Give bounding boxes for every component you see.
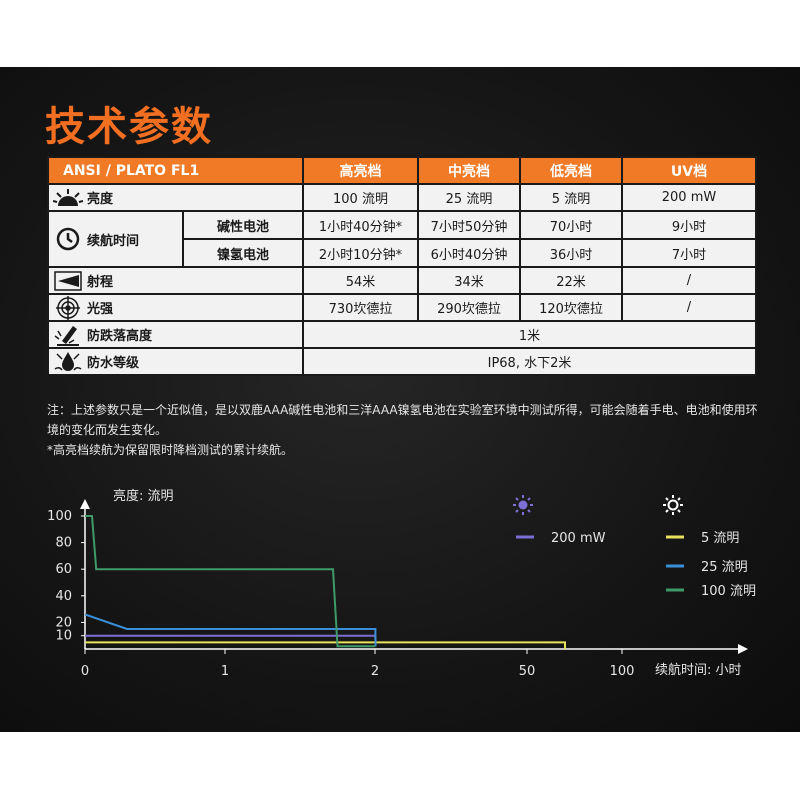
y-tick-label: 40 [55,589,72,604]
row-label-throw: 射程 [87,275,114,290]
row-label-nimh: 镍氢电池 [182,238,304,268]
alkaline-low: 70小时 [519,210,623,240]
header-low: 低亮档 [519,156,623,185]
table-row-runtime-nimh: 镍氢电池 2小时10分钟* 6小时40分钟 36小时 7小时 [48,238,757,268]
legend-label: 25 流明 [701,560,748,575]
y-axis-arrow [80,499,90,509]
legend-label: 200 mW [551,531,606,546]
impact-value: 1米 [302,320,757,349]
intensity-low: 120坎德拉 [519,293,623,322]
brightness-low: 5 流明 [519,183,623,212]
x-tick-label: 2 [371,664,379,679]
nimh-uv: 7小时 [621,238,757,268]
beam-distance-icon [49,270,87,291]
row-label-waterproof: 防水等级 [87,356,140,371]
legend-label: 5 流明 [701,531,739,546]
header-uv: UV档 [621,156,757,185]
table-row-intensity: 光强 730坎德拉 290坎德拉 120坎德拉 / [47,293,757,322]
waterproof-value: IP68, 水下2米 [302,347,757,376]
nimh-low: 36小时 [519,238,623,268]
nimh-mid: 6小时40分钟 [417,238,521,268]
target-icon [49,295,87,320]
row-label-alkaline: 碱性电池 [182,210,304,240]
row-label-brightness: 亮度 [87,192,114,207]
table-row-throw: 射程 54米 34米 22米 / [47,266,757,295]
impact-drop-icon [49,323,87,347]
clock-icon [49,227,87,251]
row-label-runtime: 续航时间 [87,233,140,249]
throw-uv: / [621,266,757,295]
series-line [84,613,377,647]
notes: 注：上述参数只是一个近似值，是以双鹿AAA碱性电池和三洋AAA镍氢电池在实验室环… [47,400,767,460]
series-line [85,515,376,648]
table-header-row: ANSI / PLATO FL1 高亮档 中亮档 低亮档 UV档 [47,156,757,185]
note-runtime-asterisk: *高亮档续航为保留限时降档测试的累计续航。 [47,443,294,457]
brightness-mid: 25 流明 [417,183,521,212]
brightness-high: 100 流明 [302,183,419,212]
x-tick-label: 50 [519,664,536,679]
spec-table: ANSI / PLATO FL1 高亮档 中亮档 低亮档 UV档 [47,156,757,376]
throw-high: 54米 [302,266,419,295]
sun-burst-icon [49,188,87,208]
nimh-high: 2小时10分钟* [302,238,419,268]
series-line [85,634,377,647]
legend-label: 100 流明 [701,584,756,599]
alkaline-high: 1小时40分钟* [302,210,419,240]
alkaline-mid: 7小时50分钟 [417,210,521,240]
note-approximation: 注：上述参数只是一个近似值，是以双鹿AAA碱性电池和三洋AAA镍氢电池在实验室环… [47,403,758,437]
throw-mid: 34米 [417,266,521,295]
header-model: ANSI / PLATO FL1 [47,156,304,185]
y-tick-label: 80 [55,536,72,551]
y-tick-label: 10 [55,629,72,644]
water-drop-icon [49,350,87,374]
table-row-waterproof: 防水等级 IP68, 水下2米 [47,347,757,376]
table-row-impact: 防跌落高度 1米 [47,320,757,349]
x-tick-label: 0 [81,664,89,679]
white-light-icon [663,495,683,515]
intensity-high: 730坎德拉 [302,293,419,322]
alkaline-uv: 9小时 [621,210,757,240]
header-high: 高亮档 [302,156,419,185]
uv-light-icon [513,495,533,515]
table-row-brightness: 亮度 100 流明 25 流明 5 流明 200 mW [47,183,757,212]
row-label-intensity: 光强 [87,302,114,317]
spec-panel: 技术参数 ANSI / PLATO FL1 高亮档 中亮档 低亮档 UV档 [0,67,800,732]
x-axis-arrow [738,644,748,654]
table-row-runtime-alkaline: 续航时间 碱性电池 1小时40分钟* 7小时50分钟 70小时 9小时 [47,210,757,268]
y-tick-label: 60 [55,562,72,577]
row-label-impact: 防跌落高度 [87,329,153,344]
intensity-uv: / [621,293,757,322]
x-tick-label: 1 [221,664,229,679]
header-mid: 中亮档 [417,156,521,185]
throw-low: 22米 [519,266,623,295]
intensity-mid: 290坎德拉 [417,293,521,322]
page-title: 技术参数 [45,104,213,150]
y-tick-label: 100 [47,509,72,524]
x-tick-label: 100 [610,664,635,679]
y-tick-label: 20 [55,615,72,630]
chart-ylabel: 亮度: 流明 [113,488,174,504]
chart-xlabel: 续航时间: 小时 [655,662,742,678]
brightness-uv: 200 mW [621,183,757,212]
series-line [85,641,566,649]
